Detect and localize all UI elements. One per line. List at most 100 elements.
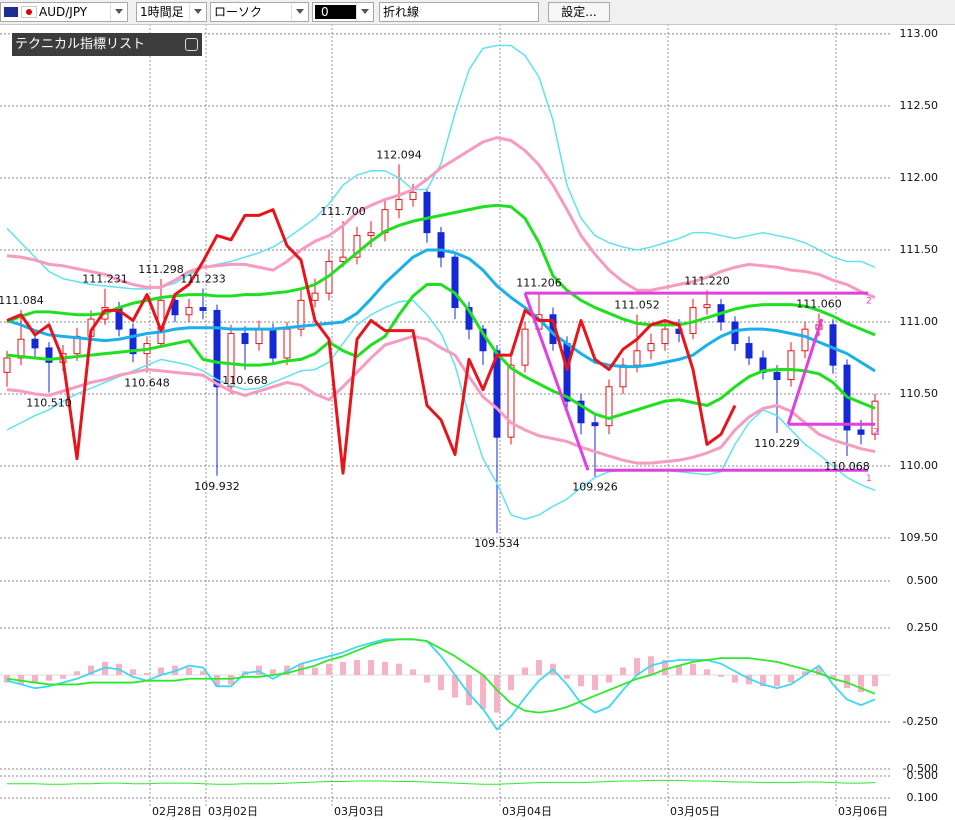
y-tick-label: 113.00 xyxy=(900,27,939,40)
candle-body xyxy=(703,304,711,309)
histogram-bar xyxy=(480,675,486,709)
indicator-panel[interactable]: テクニカル指標リスト xyxy=(12,33,202,56)
y-tick-label: 111.00 xyxy=(900,315,939,328)
y-tick-label: 0.250 xyxy=(907,621,939,634)
histogram-bar xyxy=(732,675,738,683)
price-label: 109.534 xyxy=(474,537,520,550)
symbol-select[interactable]: AUD/JPY xyxy=(0,2,128,22)
x-tick-label: 02月28日 xyxy=(152,805,202,818)
histogram-bar xyxy=(466,675,472,706)
price-label: 111.052 xyxy=(614,298,660,311)
price-label: 110.648 xyxy=(124,377,170,390)
histogram-bar xyxy=(620,667,626,676)
histogram-bar xyxy=(326,663,332,676)
histogram-bar xyxy=(578,675,584,687)
timeframe: 1時間足 xyxy=(140,5,184,19)
candle-body xyxy=(311,292,319,301)
candle-body xyxy=(745,343,753,359)
drawing-label: 2 xyxy=(866,297,872,307)
candle-body xyxy=(787,350,795,381)
histogram-bar xyxy=(424,675,430,683)
price-label: 110.068 xyxy=(824,460,870,473)
candle-body xyxy=(493,350,501,438)
indicator-line xyxy=(6,208,737,475)
candle-body xyxy=(213,309,221,388)
histogram-bar xyxy=(438,675,444,691)
histogram-bar xyxy=(494,675,500,713)
candle-body xyxy=(605,386,613,427)
price-label: 111.233 xyxy=(180,272,226,285)
candle-body xyxy=(451,256,459,309)
candle-body xyxy=(871,400,879,435)
histogram-bar xyxy=(158,667,164,676)
histogram-bar xyxy=(760,675,766,687)
drawing-label: 2 xyxy=(873,428,879,438)
chart-type-select[interactable]: ローソク xyxy=(210,2,309,22)
line-type-input[interactable]: 折れ線 xyxy=(379,2,539,22)
indicator-line xyxy=(6,299,876,520)
indicator-line xyxy=(6,638,876,714)
histogram-bar xyxy=(144,673,150,676)
candle-body xyxy=(297,299,305,330)
line-type: 折れ線 xyxy=(383,5,420,19)
histogram-bar xyxy=(452,675,458,698)
histogram-bar xyxy=(858,675,864,692)
candle-body xyxy=(801,328,809,352)
x-tick-label: 03月04日 xyxy=(502,805,552,818)
trend-drawing xyxy=(523,292,590,471)
histogram-bar xyxy=(200,671,206,676)
price-label: 111.700 xyxy=(320,205,366,218)
histogram-bar xyxy=(410,669,416,676)
y-tick-label: -0.250 xyxy=(903,715,938,728)
indicator-line xyxy=(6,136,876,299)
candle-body xyxy=(591,422,599,427)
y-tick-label: 0.500 xyxy=(907,769,939,782)
candle-body xyxy=(185,307,193,316)
y-tick-label: 111.50 xyxy=(900,243,939,256)
histogram-bar xyxy=(690,663,696,676)
histogram-bar xyxy=(788,675,794,683)
candle-body xyxy=(31,338,39,349)
histogram-bar xyxy=(718,675,724,677)
candle-body xyxy=(339,256,347,262)
histogram-bar xyxy=(704,669,710,676)
candle-body xyxy=(423,191,431,234)
histogram-bar xyxy=(382,661,388,676)
candle-body xyxy=(661,328,669,345)
price-label: 112.094 xyxy=(376,148,422,161)
flag-au xyxy=(4,7,18,17)
price-label: 110.510 xyxy=(26,397,72,410)
price-label: 109.926 xyxy=(572,481,618,494)
price-label: 110.229 xyxy=(754,437,800,450)
histogram-bar xyxy=(830,675,836,679)
line-value-select[interactable]: 0 xyxy=(312,2,374,22)
line-value: 0 xyxy=(315,5,359,19)
price-label: 111.298 xyxy=(138,263,184,276)
histogram-bar xyxy=(74,671,80,676)
symbol: AUD/JPY xyxy=(39,5,88,19)
settings: 設定... xyxy=(561,5,597,19)
indicator-line xyxy=(7,779,876,785)
histogram-bar xyxy=(816,667,822,676)
candle-body xyxy=(409,191,417,201)
candle-body xyxy=(3,357,11,373)
histogram-bar xyxy=(676,665,682,676)
timeframe-select[interactable]: 1時間足 xyxy=(136,2,207,22)
histogram-bar xyxy=(130,669,136,676)
settings-button[interactable]: 設定... xyxy=(548,2,610,22)
candle-body xyxy=(241,332,249,345)
toolbar: AUD/JPY 1時間足 ローソク 0 折れ線 設定... xyxy=(0,0,955,25)
candle-body xyxy=(283,328,291,359)
x-tick-label: 03月02日 xyxy=(208,805,258,818)
indicator-panel-title: テクニカル指標リスト xyxy=(15,37,146,52)
candle-body xyxy=(521,328,529,366)
histogram-bar xyxy=(662,659,668,676)
candle-body xyxy=(367,232,375,237)
histogram-bar xyxy=(522,667,528,676)
histogram-bar xyxy=(186,667,192,676)
candle-body xyxy=(647,343,655,352)
candle-body xyxy=(633,350,641,366)
candle-body xyxy=(829,324,837,366)
